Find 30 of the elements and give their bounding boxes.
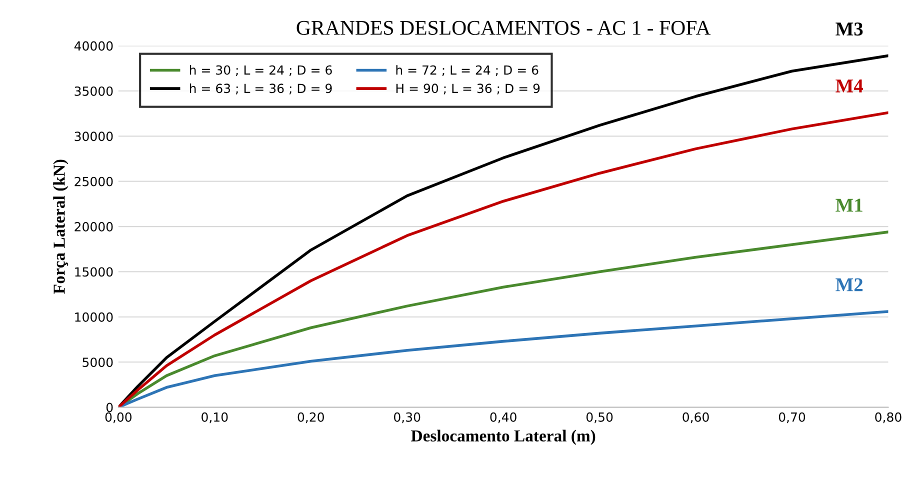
- annotation: M4: [836, 80, 864, 92]
- y-tick-label: 0: [106, 402, 113, 412]
- x-tick-label: 0,40: [490, 412, 516, 424]
- annotation: M2: [836, 278, 863, 292]
- y-tick-label: 5000: [82, 358, 113, 368]
- text: M3: [836, 22, 863, 36]
- x-axis-title: Deslocamento Lateral (m): [411, 430, 596, 445]
- y-tick-label: 15000: [75, 267, 113, 277]
- y-tick-label: 10000: [75, 312, 113, 322]
- legend-label: h = 63 ; L = 36 ; D = 9: [190, 83, 332, 94]
- x-tick-label: 0,20: [298, 412, 324, 424]
- y-tick-label: 30000: [74, 132, 113, 142]
- y-axis-title: Força Lateral (kN): [53, 160, 68, 294]
- y-tick-label: 25000: [74, 176, 113, 186]
- x-tick-label: 0,50: [586, 412, 613, 424]
- y-tick-label: 20000: [74, 222, 113, 232]
- legend-label: h = 30 ; L = 24 ; D = 6: [190, 65, 332, 76]
- y-tick-label: 40000: [74, 41, 113, 51]
- x-tick-label: 0,30: [394, 412, 420, 424]
- y-tick-label: 35000: [74, 86, 113, 96]
- chart-title: GRANDES DESLOCAMENTOS - AC 1 - FOFA: [296, 20, 711, 35]
- x-tick-label: 0,60: [682, 412, 709, 424]
- line-series: [118, 111, 888, 408]
- x-tick-label: 0,00: [105, 412, 132, 424]
- legend-label: h = 72 ; L = 24 ; D = 6: [396, 65, 538, 76]
- x-tick-label: 0,10: [202, 412, 228, 424]
- annotation: M1: [836, 198, 862, 212]
- x-tick-label: 0,80: [875, 412, 902, 424]
- x-tick-label: 0,70: [778, 412, 806, 424]
- legend-label: H = 90 ; L = 36 ; D = 9: [396, 84, 540, 94]
